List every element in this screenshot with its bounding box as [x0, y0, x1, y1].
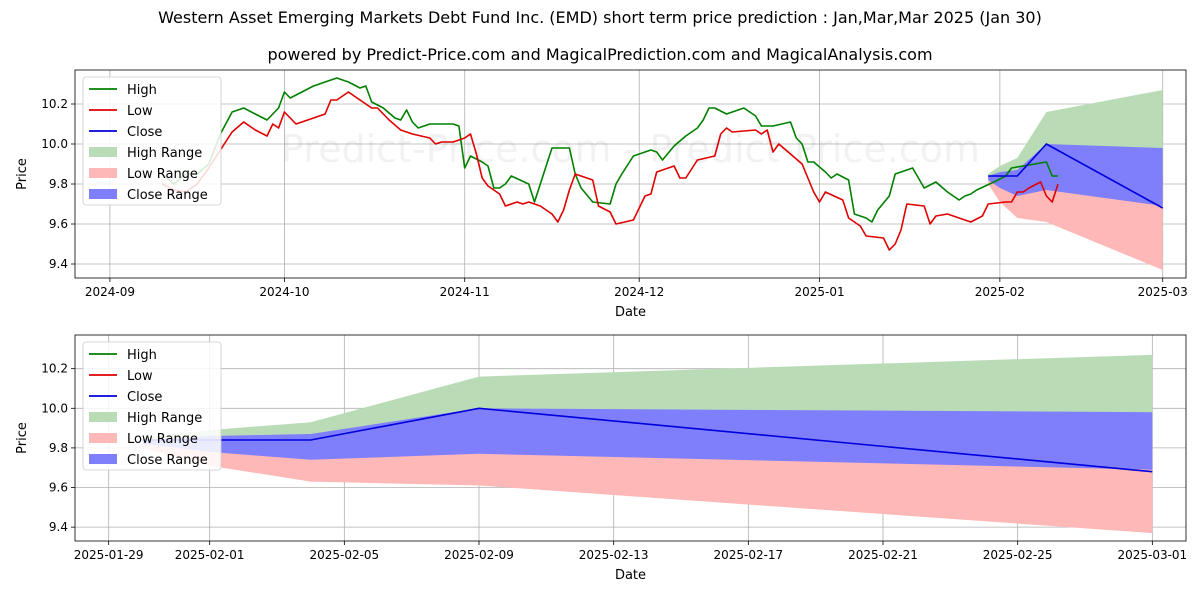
y-tick-label: 9.6: [49, 217, 68, 231]
y-tick-label: 9.6: [49, 481, 68, 495]
legend-label: Close: [127, 125, 162, 140]
x-tick-label: 2025-01-29: [74, 548, 144, 562]
legend-label: Low Range: [127, 432, 198, 447]
legend-swatch: [89, 189, 117, 199]
legend-label: Low Range: [127, 167, 198, 182]
legend-label: High Range: [127, 411, 202, 426]
x-tick-label: 2025-02-17: [713, 548, 783, 562]
x-tick-label: 2024-11: [440, 285, 490, 299]
y-tick-label: 9.4: [49, 520, 68, 534]
top-chart-panel: 2024-09 2024-10 2024-11 2024-12 2025-01 2025-…: [15, 69, 1188, 320]
legend-swatch: [89, 412, 117, 422]
y-tick-label: 10.0: [41, 137, 68, 151]
legend-label: Close Range: [127, 188, 208, 203]
x-tick-label: 2025-02-13: [579, 548, 649, 562]
legend-swatch: [89, 147, 117, 157]
legend-label: Close: [127, 390, 162, 405]
legend-label: Low: [127, 369, 153, 384]
low-series-line: [161, 91, 1059, 251]
x-axis-label: Date: [615, 568, 646, 583]
legend-swatch: [89, 454, 117, 464]
chart-title: Western Asset Emerging Markets Debt Fund…: [158, 8, 1042, 27]
y-tick-label: 9.4: [49, 257, 68, 271]
watermark-text: Predict-Price.com - Predict-Price.com: [281, 127, 980, 171]
close-series-line: [988, 142, 1164, 209]
x-tick-label: 2025-03: [1138, 285, 1188, 299]
legend-label: Close Range: [127, 453, 208, 468]
x-tick-label: 2025-02-25: [983, 548, 1053, 562]
y-tick-label: 9.8: [49, 441, 68, 455]
bottom-chart-panel: 2025-01-29 2025-02-01 2025-02-05 2025-02-09…: [15, 334, 1187, 583]
legend-box: [82, 76, 222, 206]
legend-label: High Range: [127, 146, 202, 161]
x-tick-label: 2025-02-09: [444, 548, 514, 562]
legend-label: High: [127, 83, 157, 98]
x-tick-label: 2025-03-01: [1117, 548, 1187, 562]
legend-swatch: [89, 433, 117, 443]
y-axis-label: Price: [15, 158, 30, 190]
y-tick-label: 10.2: [41, 362, 68, 376]
chart-subtitle: powered by Predict-Price.com and Magical…: [267, 45, 933, 64]
legend-box: [82, 341, 222, 471]
x-tick-label: 2024-12: [614, 285, 664, 299]
x-tick-label: 2025-01: [794, 285, 844, 299]
x-tick-label: 2025-02-01: [175, 548, 245, 562]
x-tick-label: 2024-09: [85, 285, 135, 299]
legend-label: Low: [127, 104, 153, 119]
plot-frame: [74, 334, 1187, 542]
y-tick-label: 9.8: [49, 177, 68, 191]
y-tick-label: 10.2: [41, 97, 68, 111]
legend-label: High: [127, 348, 157, 363]
y-axis-label: Price: [15, 422, 30, 454]
x-tick-label: 2025-02: [975, 285, 1025, 299]
x-tick-label: 2025-02-21: [848, 548, 918, 562]
x-tick-label: 2025-02-05: [309, 548, 379, 562]
high-series-line: [161, 77, 1058, 223]
y-tick-label: 10.0: [41, 401, 68, 415]
x-tick-label: 2024-10: [259, 285, 309, 299]
plot-frame: [74, 69, 1187, 279]
legend-swatch: [89, 168, 117, 178]
x-axis-label: Date: [615, 305, 646, 320]
